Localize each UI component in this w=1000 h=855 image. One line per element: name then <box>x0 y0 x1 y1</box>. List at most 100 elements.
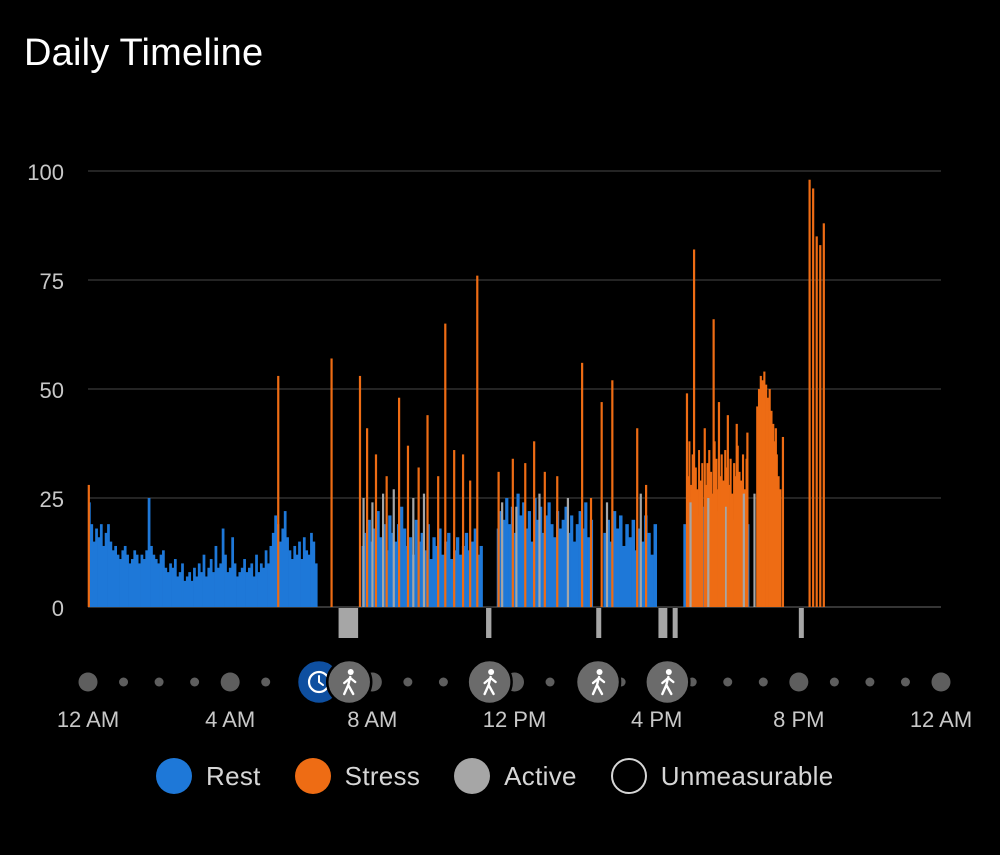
active-tick <box>798 608 804 638</box>
rest-bar <box>228 567 232 607</box>
rest-bar <box>190 580 194 607</box>
rest-bar <box>683 524 687 607</box>
rest-bar <box>200 572 203 607</box>
rest-bar <box>243 559 246 607</box>
legend-item-active: Active <box>454 758 577 794</box>
stress-bar <box>777 476 780 607</box>
stress-spike <box>685 393 689 607</box>
stress-spike <box>589 498 593 607</box>
rest-bar <box>399 506 404 607</box>
rest-bar <box>209 559 213 607</box>
stress-spike <box>812 188 815 607</box>
stress-spike <box>543 471 546 607</box>
rest-bar <box>441 554 445 607</box>
rest-bar <box>219 563 223 607</box>
hour-dot <box>438 677 448 687</box>
rest-bar <box>519 515 523 607</box>
hour-dot <box>931 672 951 692</box>
x-tick-label: 12 PM <box>483 707 547 732</box>
legend-item-unmeasurable: Unmeasurable <box>610 758 834 794</box>
stress-spike <box>358 375 362 607</box>
stress-spike <box>374 454 378 607</box>
rest-bar <box>271 532 275 607</box>
rest-bar <box>140 554 144 607</box>
stress-spike <box>406 445 410 607</box>
hour-dot <box>545 677 555 687</box>
rest-bar <box>508 524 512 607</box>
unmeasurable-outline-circle-icon <box>610 758 647 794</box>
stress-bar <box>779 489 782 607</box>
active-spike <box>422 493 426 607</box>
rest-bar <box>262 567 266 607</box>
rest-bar <box>502 519 506 607</box>
stress-spike <box>815 236 818 607</box>
rest-bar <box>111 550 115 607</box>
stress-bar <box>731 493 734 607</box>
rest-bar <box>247 567 251 607</box>
rest-bar <box>188 572 192 607</box>
stress-spike <box>366 428 369 607</box>
active-spike <box>392 489 395 607</box>
rest-bar <box>524 528 529 607</box>
rest-bar <box>169 563 172 607</box>
rest-bar <box>164 567 168 607</box>
y-tick-label: 25 <box>40 487 64 512</box>
rest-bar <box>606 519 610 607</box>
rest-bar <box>207 567 211 607</box>
walking-icon[interactable] <box>466 658 513 706</box>
rest-bar <box>625 524 629 607</box>
legend-label: Stress <box>344 760 421 791</box>
rest-bar <box>283 511 287 607</box>
rest-bar <box>104 532 108 607</box>
walking-icon[interactable] <box>644 658 691 706</box>
rest-bar <box>619 515 623 607</box>
hour-dot <box>119 677 129 687</box>
rest-bar <box>202 554 206 607</box>
rest-bar <box>394 541 398 607</box>
rest-bar <box>310 532 313 607</box>
rest-bar <box>414 519 419 607</box>
stress-spike <box>822 223 825 607</box>
rest-bar <box>212 572 215 607</box>
stress-spike <box>556 476 559 607</box>
rest-bar <box>547 502 551 607</box>
legend-item-rest: Rest <box>156 758 261 794</box>
rest-bar <box>587 537 591 607</box>
walking-icon[interactable] <box>325 658 373 706</box>
rest-bar <box>423 550 427 607</box>
stress-bar <box>699 480 702 607</box>
rest-bar <box>388 515 392 607</box>
walking-icon[interactable] <box>574 658 622 706</box>
x-tick-label: 12 AM <box>910 707 972 732</box>
walker-head <box>596 669 603 675</box>
rest-bar <box>135 554 139 607</box>
legend-label: Unmeasurable <box>660 760 834 791</box>
rest-bar <box>99 524 103 607</box>
rest-bar <box>541 532 546 607</box>
legend-item-stress: Stress <box>294 758 421 794</box>
stress-bar <box>766 397 769 607</box>
rest-bar <box>178 572 182 607</box>
rest-bar <box>126 554 129 607</box>
rest-bar <box>130 559 134 607</box>
rest-bar <box>505 498 509 607</box>
rest-bar <box>647 532 651 607</box>
rest-bar <box>231 537 235 607</box>
rest-bar <box>109 541 113 607</box>
hour-dot <box>865 677 875 687</box>
rest-bar <box>216 567 220 607</box>
rest-bar <box>123 545 127 607</box>
rest-bar <box>429 559 433 607</box>
page-title: Daily Timeline <box>24 32 264 74</box>
rest-bar <box>379 537 383 607</box>
rest-bar <box>214 545 218 607</box>
active-spike <box>515 506 518 607</box>
active-spike <box>689 502 692 607</box>
stress-spike <box>636 428 639 607</box>
stress-spike <box>385 476 388 607</box>
stress-spike <box>581 362 584 607</box>
rest-bar <box>578 511 582 607</box>
activity-markers[interactable] <box>295 658 691 706</box>
stress-spike <box>397 397 401 607</box>
rest-bar <box>281 528 285 607</box>
